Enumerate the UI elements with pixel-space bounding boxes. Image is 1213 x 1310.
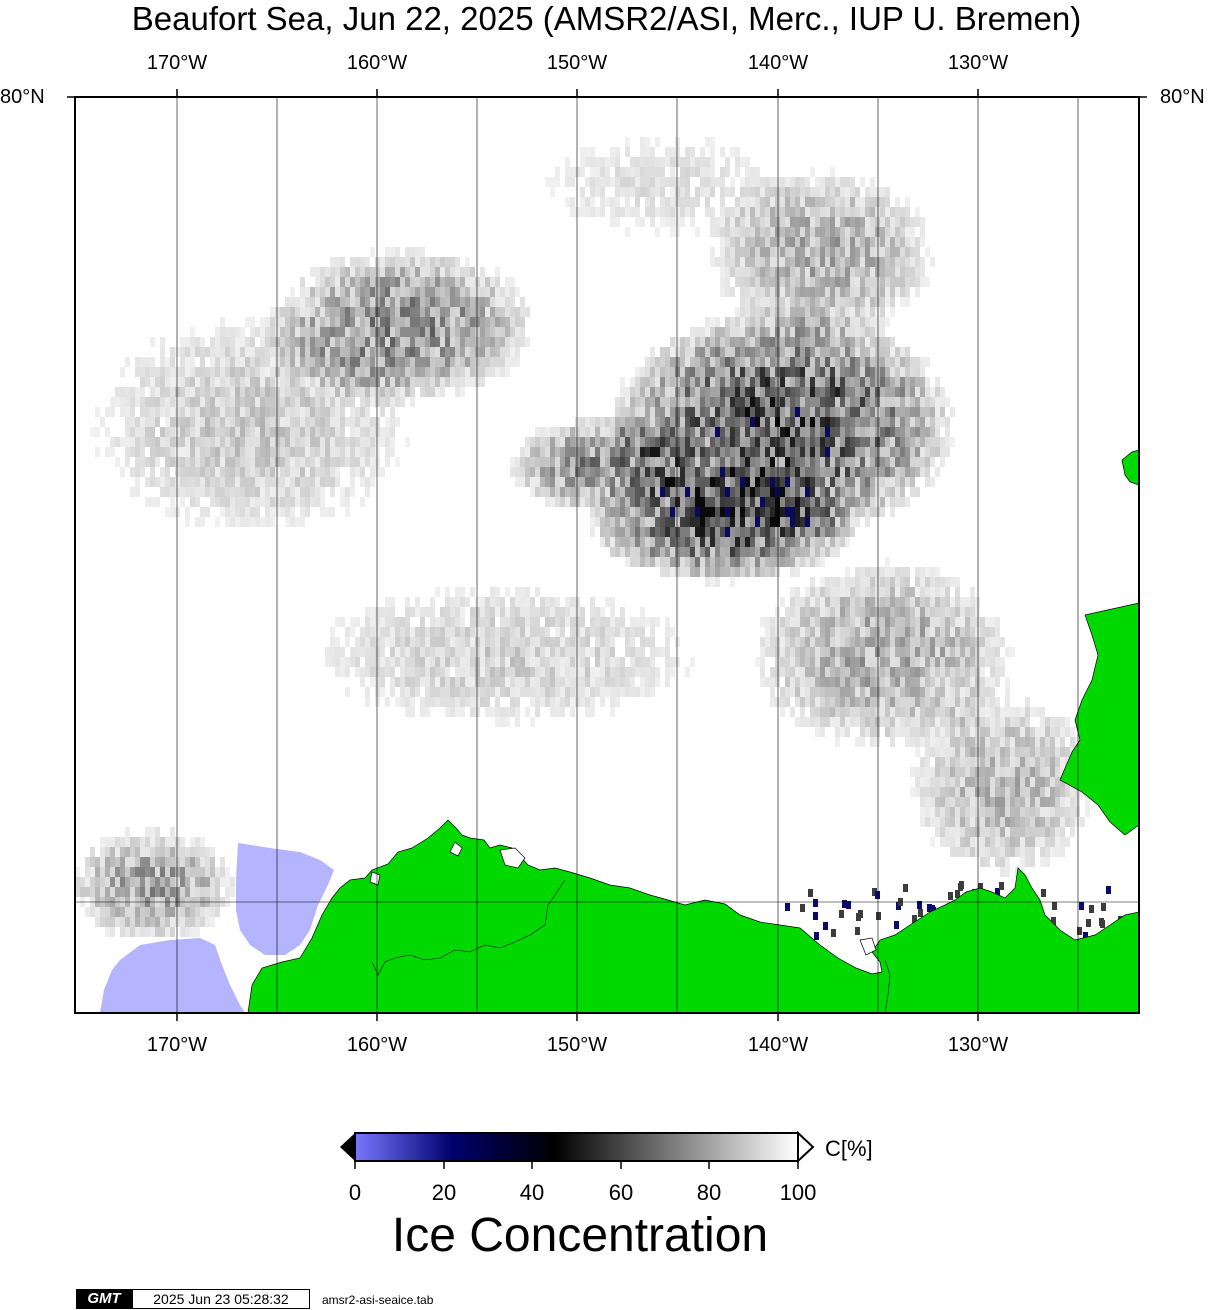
land-alaska-north-slope — [247, 819, 1139, 1013]
lat-label-left-80n: 80°N — [0, 86, 45, 108]
colorbar-high-triangle — [797, 1130, 815, 1164]
ice-concentration-field — [75, 137, 1129, 947]
map-background — [75, 97, 1139, 1013]
lagoon-2 — [449, 841, 463, 857]
colorbar-tick-label: 100 — [779, 1180, 817, 1205]
frame-ticks — [67, 89, 1147, 1021]
no-data-regions — [100, 843, 334, 1013]
lon-label-top-160w: 160°W — [346, 52, 408, 74]
map-frame — [74, 96, 1140, 1014]
colorbar-tick-label: 20 — [431, 1180, 457, 1205]
colorbar-title: Ice Concentration — [391, 1209, 769, 1262]
lon-label-bottom-140w: 140°W — [747, 1034, 809, 1056]
graticule — [75, 97, 1139, 1013]
coastal-lagoons — [369, 841, 877, 956]
lon-label-top-170w: 170°W — [146, 52, 208, 74]
colorbar-tick-label: 80 — [696, 1180, 722, 1205]
colorbar-tick-label: 40 — [519, 1180, 545, 1205]
lon-label-top-150w: 150°W — [546, 52, 608, 74]
land — [247, 449, 1139, 1013]
lon-label-bottom-130w: 130°W — [947, 1034, 1009, 1056]
colorbar-ticks — [354, 1161, 799, 1169]
colorbar-tick-label: 0 — [348, 1180, 362, 1205]
land-prince-patrick-island — [1121, 449, 1139, 486]
lon-label-bottom-170w: 170°W — [146, 1034, 208, 1056]
colorbar-units: C[%] — [825, 1136, 873, 1161]
border-lines — [371, 879, 891, 1013]
sea-ice-map — [67, 89, 1147, 1021]
border-line — [884, 959, 891, 1013]
colorbar-tick-label: 60 — [608, 1180, 634, 1205]
source-filename: amsr2-asi-seaice.tab — [322, 1293, 434, 1307]
gmt-logo: GMT — [76, 1289, 132, 1309]
timestamp: 2025 Jun 23 05:28:32 — [132, 1289, 310, 1309]
lon-label-top-140w: 140°W — [747, 52, 809, 74]
no-data-region-chukchi-south — [100, 938, 245, 1013]
lagoon-4 — [859, 937, 877, 956]
lon-label-bottom-150w: 150°W — [546, 1034, 608, 1056]
lagoon-3 — [369, 871, 381, 886]
lon-label-bottom-160w: 160°W — [346, 1034, 408, 1056]
colorbar-gradient — [354, 1132, 799, 1162]
colorbar-low-triangle — [340, 1133, 355, 1161]
river-line — [371, 879, 566, 976]
lon-label-top-130w: 130°W — [947, 52, 1009, 74]
map-title: Beaufort Sea, Jun 22, 2025 (AMSR2/ASI, M… — [131, 0, 1082, 37]
lat-label-right-80n: 80°N — [1160, 86, 1205, 108]
no-data-region-chukchi-north — [236, 843, 334, 955]
land-banks-island — [1059, 602, 1139, 836]
lagoon-1 — [499, 847, 526, 869]
